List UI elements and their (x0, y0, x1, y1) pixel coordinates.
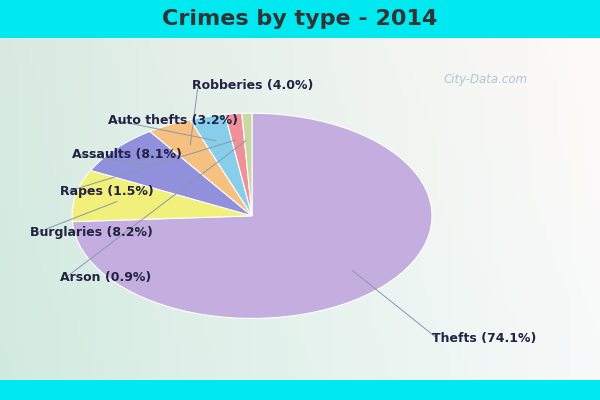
Wedge shape (150, 120, 252, 216)
Text: Thefts (74.1%): Thefts (74.1%) (432, 332, 536, 346)
Text: City-Data.com: City-Data.com (444, 72, 528, 86)
Text: Burglaries (8.2%): Burglaries (8.2%) (30, 226, 153, 240)
Wedge shape (72, 113, 432, 318)
Text: Rapes (1.5%): Rapes (1.5%) (60, 185, 154, 198)
Wedge shape (91, 131, 252, 216)
Text: Robberies (4.0%): Robberies (4.0%) (192, 79, 313, 92)
Wedge shape (72, 170, 252, 222)
Text: Arson (0.9%): Arson (0.9%) (60, 271, 151, 284)
Text: Auto thefts (3.2%): Auto thefts (3.2%) (108, 114, 238, 126)
Text: Assaults (8.1%): Assaults (8.1%) (72, 148, 182, 161)
Wedge shape (225, 114, 252, 216)
Text: Crimes by type - 2014: Crimes by type - 2014 (163, 9, 437, 29)
Wedge shape (190, 114, 252, 216)
Wedge shape (242, 113, 252, 216)
